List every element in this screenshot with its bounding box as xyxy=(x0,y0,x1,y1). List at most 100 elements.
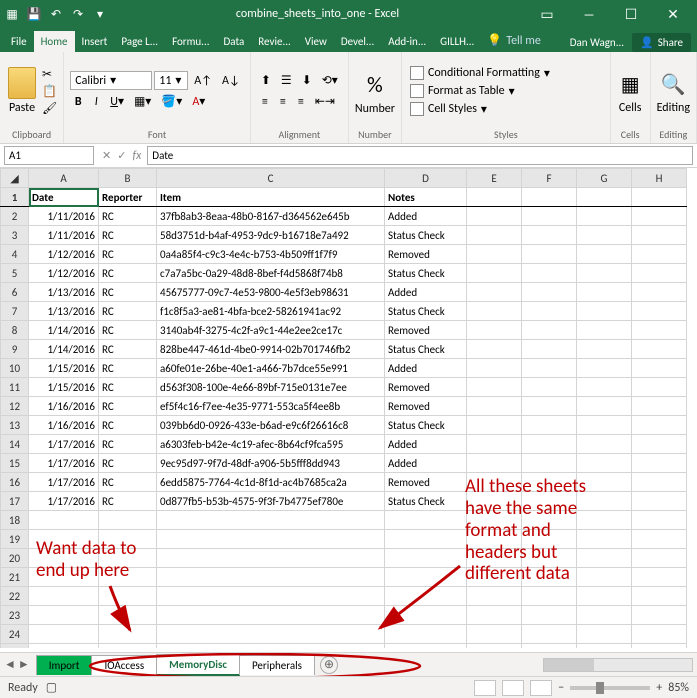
row-header[interactable]: 20 xyxy=(1,549,29,568)
tab-data[interactable]: Data xyxy=(217,31,252,52)
decrease-font-icon[interactable]: A↓ xyxy=(218,72,244,90)
row-header[interactable]: 13 xyxy=(1,416,29,435)
sheet-tab-peripherals[interactable]: Peripherals xyxy=(239,655,315,675)
tab-file[interactable]: File xyxy=(4,31,34,52)
row-header[interactable]: 11 xyxy=(1,378,29,397)
editing-button[interactable]: 🔍Editing xyxy=(657,68,690,115)
cell[interactable]: c7a7a5bc-0a29-48d8-8bef-f4d5868f74b8 xyxy=(157,264,385,283)
paste-button[interactable]: Paste xyxy=(6,65,38,117)
cell[interactable]: Removed xyxy=(385,378,467,397)
cell-C1[interactable]: Item xyxy=(157,188,385,207)
ribbon-display-icon[interactable]: ▭ xyxy=(527,0,567,28)
align-top-icon[interactable]: ⬆ xyxy=(257,71,275,90)
cell[interactable]: 1/17/2016 xyxy=(29,473,99,492)
row-header[interactable]: 1 xyxy=(1,188,29,207)
cell[interactable]: f1c8f5a3-ae81-4bfa-bce2-58261941ac92 xyxy=(157,302,385,321)
tab-view[interactable]: View xyxy=(298,31,334,52)
cell[interactable]: Removed xyxy=(385,321,467,340)
col-header-E[interactable]: E xyxy=(467,169,522,188)
bold-button[interactable]: B xyxy=(70,93,86,111)
row-header[interactable]: 8 xyxy=(1,321,29,340)
row-header[interactable]: 25 xyxy=(1,644,29,649)
cell[interactable]: Status Check xyxy=(385,302,467,321)
font-name-combo[interactable]: Calibri▾ xyxy=(70,71,152,90)
row-header[interactable]: 22 xyxy=(1,587,29,606)
cell-B1[interactable]: Reporter xyxy=(99,188,157,207)
border-button[interactable]: ▦▾ xyxy=(130,92,155,111)
tab-nav-prev-icon[interactable]: ◄ xyxy=(4,657,16,672)
tab-insert[interactable]: Insert xyxy=(75,31,115,52)
zoom-in-button[interactable]: + xyxy=(656,681,662,695)
cell[interactable]: 1/13/2016 xyxy=(29,302,99,321)
cell[interactable]: Removed xyxy=(385,245,467,264)
row-header[interactable]: 12 xyxy=(1,397,29,416)
row-header[interactable]: 23 xyxy=(1,606,29,625)
col-header-B[interactable]: B xyxy=(99,169,157,188)
cell[interactable]: 6edd5875-7764-4c1d-8f1d-ac4b7685ca2a xyxy=(157,473,385,492)
tab-review[interactable]: Revie... xyxy=(251,31,298,52)
row-header[interactable]: 3 xyxy=(1,226,29,245)
cell[interactable]: RC xyxy=(99,435,157,454)
cell[interactable]: RC xyxy=(99,397,157,416)
sheet-tab-import[interactable]: Import xyxy=(36,655,93,675)
cell[interactable]: 1/17/2016 xyxy=(29,492,99,511)
row-header[interactable]: 21 xyxy=(1,568,29,587)
cell[interactable]: 1/17/2016 xyxy=(29,435,99,454)
cell[interactable]: RC xyxy=(99,378,157,397)
cell[interactable]: 1/17/2016 xyxy=(29,454,99,473)
cell[interactable]: Status Check xyxy=(385,492,467,511)
cell-styles-button[interactable]: Cell Styles▾ xyxy=(408,101,552,118)
font-color-button[interactable]: A▾ xyxy=(188,92,209,111)
tab-home[interactable]: Home xyxy=(34,31,75,52)
align-middle-icon[interactable]: ☰ xyxy=(277,71,296,90)
tab-addins[interactable]: Add-in... xyxy=(381,31,433,52)
close-icon[interactable]: ✕ xyxy=(653,0,693,28)
cell-D1[interactable]: Notes xyxy=(385,188,467,207)
enter-formula-icon[interactable]: ✓ xyxy=(117,149,126,162)
format-as-table-button[interactable]: Format as Table▾ xyxy=(408,83,552,100)
user-name[interactable]: Dan Wagn... xyxy=(570,36,624,49)
tell-me[interactable]: 💡Tell me xyxy=(481,29,546,52)
row-header[interactable]: 2 xyxy=(1,207,29,226)
cell[interactable]: 58d3751d-b4af-4953-9dc9-b16718e7a492 xyxy=(157,226,385,245)
row-header[interactable]: 16 xyxy=(1,473,29,492)
col-header-A[interactable]: A xyxy=(29,169,99,188)
indent-icon[interactable]: ⇤⇥ xyxy=(311,92,339,111)
cell[interactable]: 1/15/2016 xyxy=(29,359,99,378)
cell[interactable]: RC xyxy=(99,207,157,226)
tab-custom[interactable]: GILLH... xyxy=(433,31,481,52)
cell[interactable]: Status Check xyxy=(385,340,467,359)
cell[interactable]: RC xyxy=(99,264,157,283)
align-right-icon[interactable]: ≡ xyxy=(293,93,309,111)
cell[interactable]: RC xyxy=(99,492,157,511)
cell[interactable]: 1/11/2016 xyxy=(29,207,99,226)
cell[interactable]: RC xyxy=(99,226,157,245)
col-header-C[interactable]: C xyxy=(157,169,385,188)
cell[interactable]: 1/15/2016 xyxy=(29,378,99,397)
cells-button[interactable]: ▦Cells xyxy=(617,68,644,115)
cell[interactable]: 1/14/2016 xyxy=(29,321,99,340)
cell[interactable]: a60fe01e-26be-40e1-a466-7b7dce55e991 xyxy=(157,359,385,378)
underline-button[interactable]: U▾ xyxy=(106,92,128,111)
row-header[interactable]: 24 xyxy=(1,625,29,644)
cell[interactable]: 0a4a85f4-c9c3-4e4c-b753-4b509ff1f7f9 xyxy=(157,245,385,264)
sheet-tab-ioaccess[interactable]: IOAccess xyxy=(91,655,157,675)
cell[interactable]: 1/12/2016 xyxy=(29,264,99,283)
cell[interactable]: 9ec95d97-9f7d-48df-a906-5b5fff8dd943 xyxy=(157,454,385,473)
cell[interactable]: RC xyxy=(99,359,157,378)
row-header[interactable]: 14 xyxy=(1,435,29,454)
cell[interactable]: Added xyxy=(385,435,467,454)
cell[interactable]: 1/16/2016 xyxy=(29,416,99,435)
format-painter-icon[interactable]: 🖌 xyxy=(42,101,57,116)
redo-icon[interactable]: ↷ xyxy=(70,6,86,22)
cancel-formula-icon[interactable]: ✕ xyxy=(102,149,111,162)
tab-formulas[interactable]: Formu... xyxy=(165,31,216,52)
row-header[interactable]: 5 xyxy=(1,264,29,283)
cell[interactable]: 828be447-461d-4be0-9914-02b701746fb2 xyxy=(157,340,385,359)
row-header[interactable]: 7 xyxy=(1,302,29,321)
sheet-tab-memorydisc[interactable]: MemoryDisc xyxy=(156,654,240,676)
row-header[interactable]: 9 xyxy=(1,340,29,359)
cell[interactable]: 1/16/2016 xyxy=(29,397,99,416)
cell[interactable]: 1/13/2016 xyxy=(29,283,99,302)
cell[interactable]: Added xyxy=(385,454,467,473)
